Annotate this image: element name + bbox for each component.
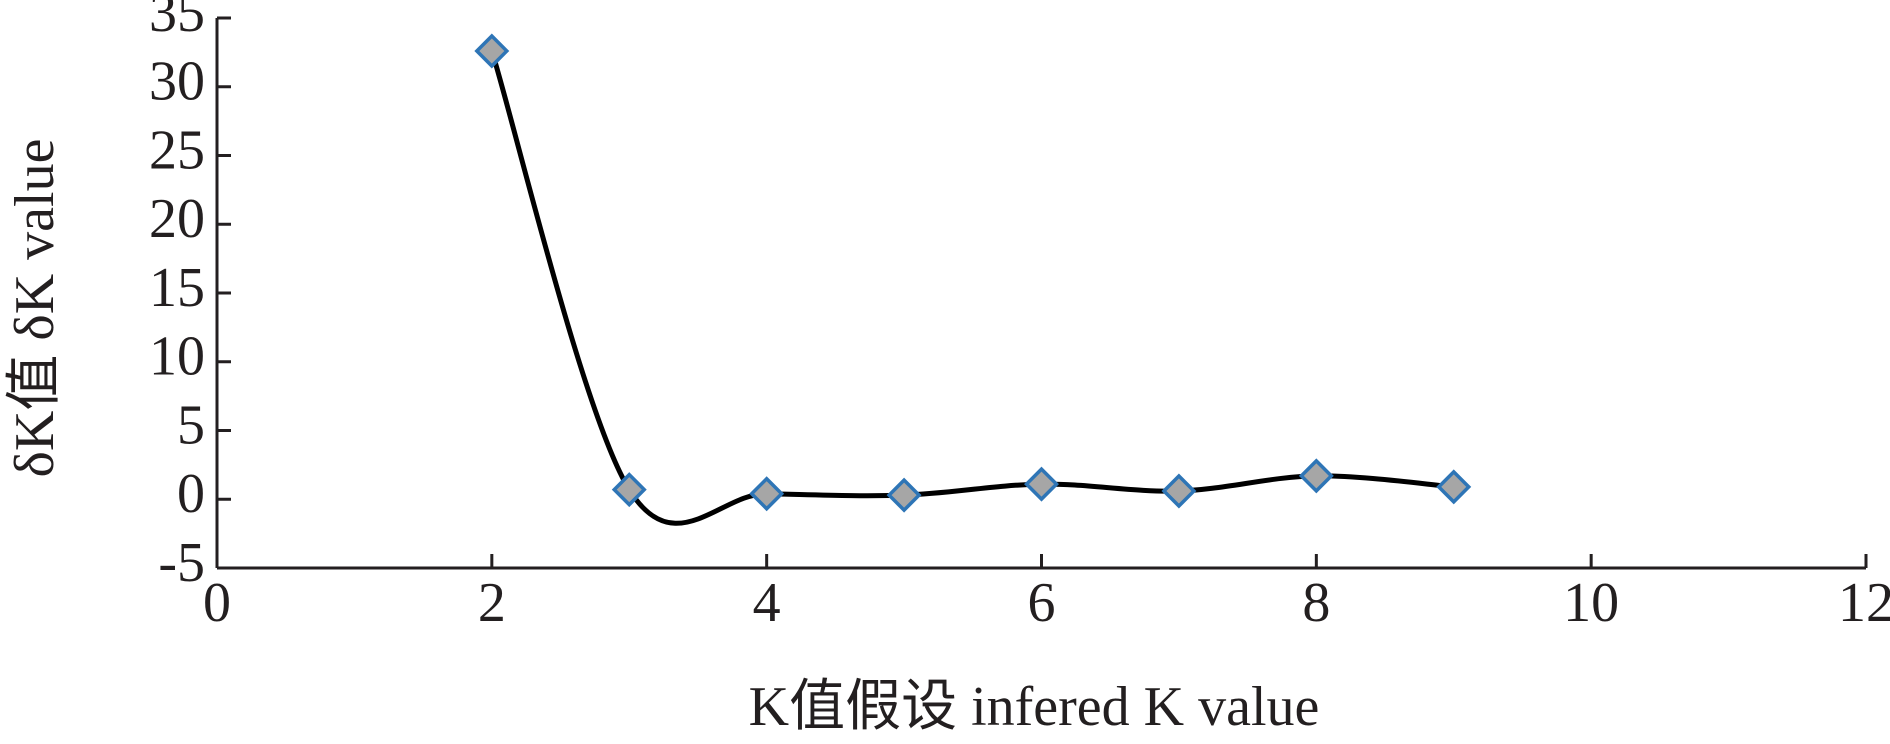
y-tick-label: 30 bbox=[149, 51, 205, 113]
x-tick-label: 0 bbox=[203, 572, 231, 634]
x-tick-label: 12 bbox=[1838, 572, 1890, 634]
y-axis-label: δK值 δK value bbox=[4, 139, 66, 478]
y-tick-label: -5 bbox=[158, 532, 205, 594]
marker bbox=[611, 472, 647, 508]
marker bbox=[886, 477, 922, 513]
x-axis-label: K值假设 infered K value bbox=[749, 676, 1320, 738]
marker bbox=[1024, 466, 1059, 502]
x-tick-label: 8 bbox=[1302, 572, 1330, 634]
x-tick-label: 4 bbox=[753, 572, 781, 634]
x-tick-label: 2 bbox=[478, 572, 506, 634]
marker bbox=[1298, 458, 1334, 494]
marker bbox=[474, 33, 510, 69]
y-tick-label: 15 bbox=[149, 257, 205, 319]
y-tick-label: 20 bbox=[149, 188, 205, 250]
marker bbox=[749, 476, 785, 512]
marker bbox=[1161, 473, 1197, 509]
y-tick-label: 35 bbox=[149, 0, 205, 44]
y-tick-label: 10 bbox=[149, 326, 205, 388]
y-tick-label: 0 bbox=[177, 463, 205, 525]
y-tick-label: 5 bbox=[177, 394, 205, 456]
line bbox=[489, 50, 1454, 526]
marker bbox=[1436, 469, 1472, 505]
y-tick-label: 25 bbox=[149, 119, 205, 181]
x-tick-label: 6 bbox=[1028, 572, 1056, 634]
x-tick-label: 10 bbox=[1563, 572, 1619, 634]
